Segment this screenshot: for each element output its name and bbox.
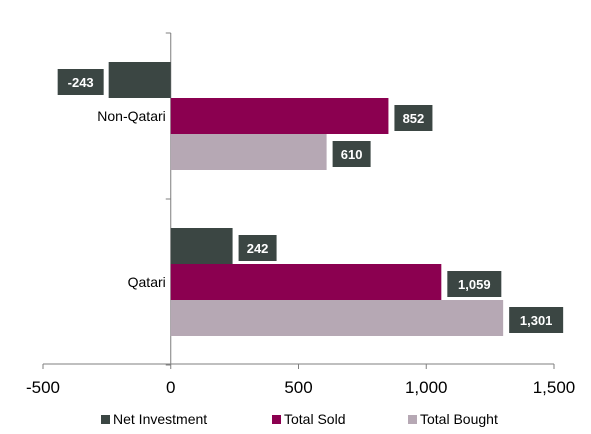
legend-item-net-investment: Net Investment [101,411,207,427]
data-label-box [509,307,564,333]
value-tick-label: -500 [26,378,60,397]
data-label-total-sold-qatari: 1,059 [447,271,502,297]
legend-swatch [272,415,281,424]
value-tick-label: 500 [284,378,312,397]
data-labels-layer: -243 852 610 242 1,059 1,301 [57,69,564,333]
legend-label: Total Sold [284,411,345,427]
category-label-qatari: Qatari [128,274,166,290]
data-label-value: 852 [403,111,425,126]
data-label-box [447,271,502,297]
legend-swatch [101,415,110,424]
legend-label: Net Investment [113,411,207,427]
legend-label: Total Bought [420,411,498,427]
data-label-value: 242 [247,241,269,256]
data-label-total-bought-non-qatari: 610 [332,141,371,167]
legend-item-total-bought: Total Bought [408,411,498,427]
bar-total-bought-qatari [170,300,504,336]
bar-net-investment-non-qatari [108,62,171,98]
value-tick-label: 0 [166,378,175,397]
bar-total-bought-non-qatari [170,134,327,170]
data-label-net-investment-non-qatari: -243 [57,69,104,95]
data-label-total-bought-qatari: 1,301 [509,307,564,333]
category-label-non-qatari: Non-Qatari [97,108,165,124]
data-label-value: -243 [68,75,94,90]
data-label-value: 1,059 [458,277,491,292]
bar-total-sold-non-qatari [170,98,389,134]
legend-swatch [408,415,417,424]
bar-total-sold-qatari [170,264,442,300]
legend-item-total-sold: Total Sold [272,411,345,427]
data-label-total-sold-non-qatari: 852 [394,105,433,131]
data-label-box [57,69,104,95]
value-axis: -500 0 500 1,000 1,500 [26,363,576,397]
data-label-value: 1,301 [520,313,553,328]
legend: Net Investment Total Sold Total Bought [101,411,498,427]
data-label-box [332,141,371,167]
data-label-value: 610 [341,147,363,162]
bar-net-investment-qatari [170,228,233,264]
value-tick-label: 1,500 [533,378,576,397]
data-label-box [394,105,433,131]
value-tick-label: 1,000 [405,378,448,397]
bars-layer [108,62,504,336]
data-label-net-investment-qatari: 242 [238,235,277,261]
data-label-box [238,235,277,261]
